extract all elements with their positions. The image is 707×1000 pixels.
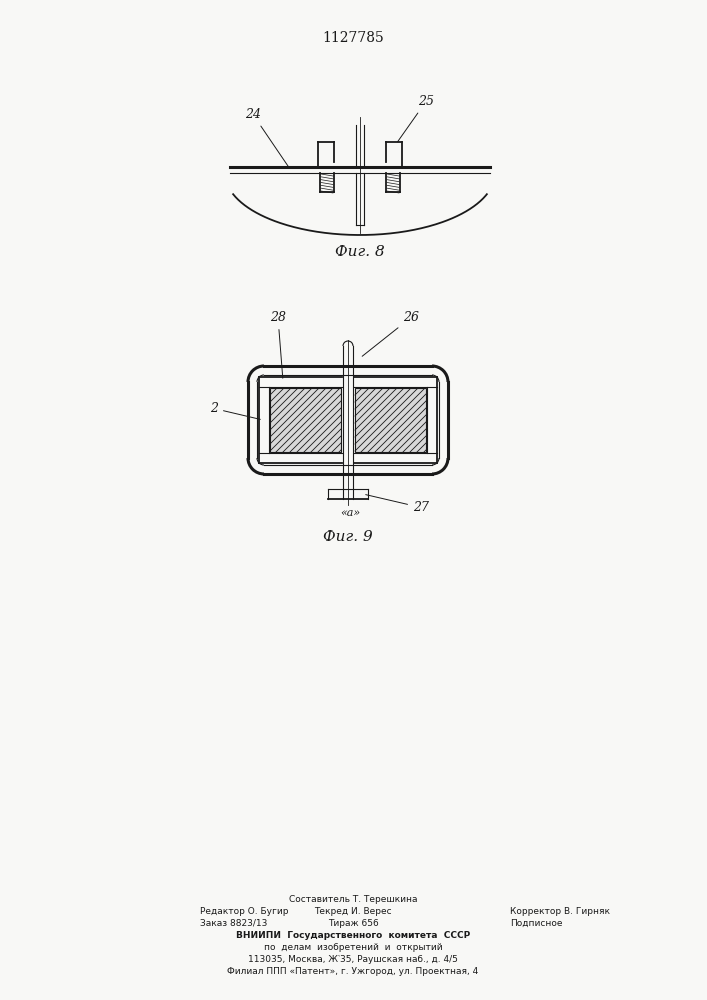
Text: Подписное: Подписное bbox=[510, 919, 563, 928]
Text: 28: 28 bbox=[270, 311, 286, 378]
Text: Текред И. Верес: Текред И. Верес bbox=[314, 907, 392, 916]
Text: 27: 27 bbox=[366, 495, 429, 514]
Text: Редактор О. Бугир: Редактор О. Бугир bbox=[200, 907, 288, 916]
Text: Тираж 656: Тираж 656 bbox=[327, 919, 378, 928]
Text: Корректор В. Гирняк: Корректор В. Гирняк bbox=[510, 907, 610, 916]
Text: Заказ 8823/13: Заказ 8823/13 bbox=[200, 919, 267, 928]
Text: Фиг. 9: Фиг. 9 bbox=[323, 530, 373, 544]
Text: 2: 2 bbox=[210, 402, 260, 419]
Text: 113035, Москва, Ж‵35, Раушская наб., д. 4/5: 113035, Москва, Ж‵35, Раушская наб., д. … bbox=[248, 955, 458, 964]
Text: ВНИИПИ  Государственного  комитета  СССР: ВНИИПИ Государственного комитета СССР bbox=[236, 931, 470, 940]
Text: 25: 25 bbox=[397, 95, 434, 142]
Text: Фиг. 8: Фиг. 8 bbox=[335, 245, 385, 259]
Text: «а»: «а» bbox=[340, 508, 360, 518]
Text: 26: 26 bbox=[362, 311, 419, 356]
Bar bbox=[270, 388, 341, 452]
Text: по  делам  изобретений  и  открытий: по делам изобретений и открытий bbox=[264, 943, 443, 952]
Text: Филиал ППП «Патент», г. Ужгород, ул. Проектная, 4: Филиал ППП «Патент», г. Ужгород, ул. Про… bbox=[228, 967, 479, 976]
Bar bbox=[355, 388, 426, 452]
Text: Составитель Т. Терешкина: Составитель Т. Терешкина bbox=[288, 895, 417, 904]
Text: 1127785: 1127785 bbox=[322, 31, 384, 45]
Text: 24: 24 bbox=[245, 108, 288, 167]
